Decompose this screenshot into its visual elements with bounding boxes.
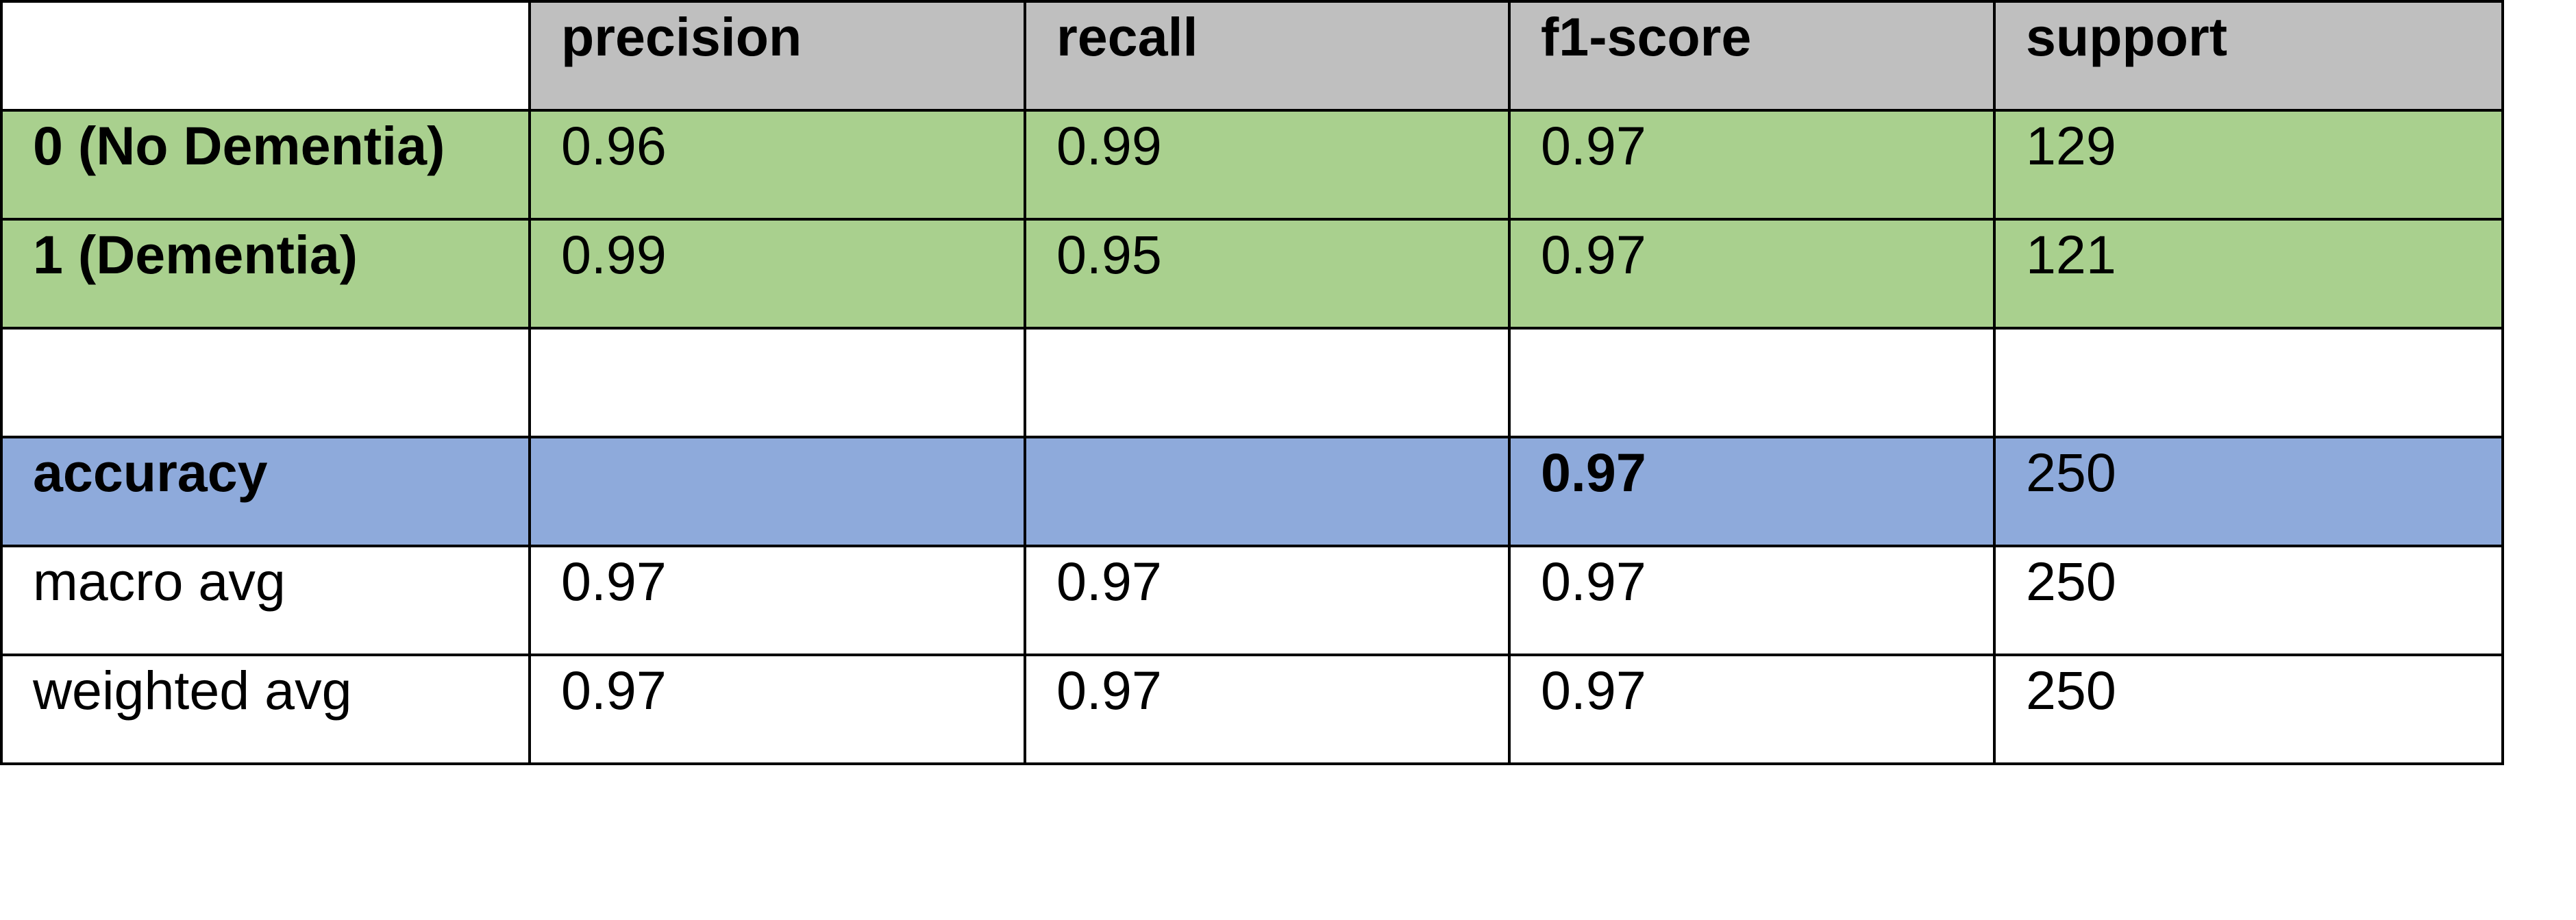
row-label: 1 (Dementia) (0, 218, 531, 330)
recall-cell: 0.97 (1024, 545, 1511, 656)
support-cell: 121 (1993, 218, 2504, 330)
header-support: support (1993, 0, 2504, 112)
table-row: macro avg 0.97 0.97 0.97 250 (0, 545, 2504, 656)
recall-cell: 0.97 (1024, 654, 1511, 765)
table-row-empty (0, 327, 2504, 438)
recall-cell: 0.99 (1024, 109, 1511, 221)
precision-cell: 0.96 (528, 109, 1026, 221)
row-label: accuracy (0, 436, 531, 547)
recall-cell (1024, 327, 1511, 438)
f1-cell: 0.97 (1508, 436, 1996, 547)
support-cell: 250 (1993, 654, 2504, 765)
recall-cell (1024, 436, 1511, 547)
f1-cell: 0.97 (1508, 218, 1996, 330)
precision-cell (528, 436, 1026, 547)
table-row: 1 (Dementia) 0.99 0.95 0.97 121 (0, 218, 2504, 330)
row-label (0, 327, 531, 438)
table-row: 0 (No Dementia) 0.96 0.99 0.97 129 (0, 109, 2504, 221)
support-cell: 250 (1993, 436, 2504, 547)
precision-cell: 0.99 (528, 218, 1026, 330)
f1-cell: 0.97 (1508, 654, 1996, 765)
classification-report-table: precision recall f1-score support 0 (No … (0, 0, 2504, 765)
table-header-row: precision recall f1-score support (0, 0, 2504, 112)
recall-cell: 0.95 (1024, 218, 1511, 330)
table-row-accuracy: accuracy 0.97 250 (0, 436, 2504, 547)
row-label: weighted avg (0, 654, 531, 765)
header-f1-score: f1-score (1508, 0, 1996, 112)
f1-cell: 0.97 (1508, 545, 1996, 656)
f1-cell (1508, 327, 1996, 438)
table-row: weighted avg 0.97 0.97 0.97 250 (0, 654, 2504, 765)
header-precision: precision (528, 0, 1026, 112)
f1-cell: 0.97 (1508, 109, 1996, 221)
header-recall: recall (1024, 0, 1511, 112)
precision-cell (528, 327, 1026, 438)
support-cell: 129 (1993, 109, 2504, 221)
precision-cell: 0.97 (528, 545, 1026, 656)
header-corner-cell (0, 0, 531, 112)
row-label: 0 (No Dementia) (0, 109, 531, 221)
row-label: macro avg (0, 545, 531, 656)
support-cell (1993, 327, 2504, 438)
support-cell: 250 (1993, 545, 2504, 656)
precision-cell: 0.97 (528, 654, 1026, 765)
